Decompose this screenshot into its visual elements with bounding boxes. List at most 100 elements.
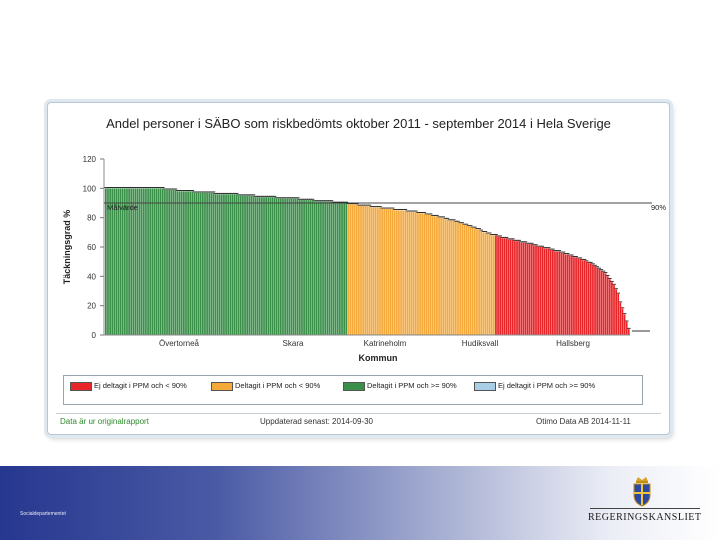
bar (265, 197, 267, 335)
bar (366, 205, 369, 335)
bar (511, 239, 514, 335)
bar (547, 248, 550, 335)
bar (362, 205, 364, 335)
bar (427, 214, 430, 335)
bar (305, 200, 308, 335)
x-tick-label: Hudiksvall (462, 339, 499, 348)
bar (370, 207, 373, 335)
bar (385, 208, 388, 335)
bar (433, 216, 436, 335)
bar (455, 222, 457, 335)
bar (311, 200, 314, 335)
bar (537, 247, 539, 335)
bar (450, 220, 453, 335)
bar (214, 194, 217, 335)
bar (625, 321, 628, 335)
bar (501, 238, 504, 335)
bar (423, 213, 426, 335)
bar (448, 220, 451, 335)
bar (524, 242, 527, 335)
bar (216, 194, 219, 335)
bar (414, 211, 417, 335)
bar (539, 247, 542, 335)
bar (288, 198, 291, 335)
bar (444, 219, 447, 335)
bar (336, 203, 339, 335)
bar (225, 194, 227, 335)
bar (151, 188, 154, 335)
bar (368, 205, 371, 335)
bar (465, 225, 468, 335)
bar (471, 227, 474, 335)
bar (201, 192, 204, 335)
bar (317, 201, 320, 335)
bar (421, 213, 424, 335)
bar (583, 260, 586, 335)
bar (372, 207, 375, 335)
bar (383, 208, 386, 335)
y-axis-label: Täckningsgrad % (62, 210, 72, 285)
bar (117, 188, 120, 335)
bar (172, 189, 175, 335)
bar (566, 254, 569, 335)
bar (393, 210, 396, 335)
legend-label-orange: Deltagit i PPM och < 90% (235, 381, 321, 390)
bar (391, 208, 394, 335)
bar (505, 238, 508, 335)
bar (457, 222, 459, 335)
bar (191, 191, 194, 335)
bar (286, 198, 289, 335)
bar (376, 207, 379, 335)
bar (600, 270, 603, 335)
bar (353, 204, 356, 335)
bar (170, 189, 173, 335)
x-tick-label: Hallsberg (556, 339, 590, 348)
bar (478, 229, 480, 335)
source-link[interactable]: Data är ur originalrapport (60, 417, 149, 426)
bar (533, 245, 535, 335)
bar (315, 201, 318, 335)
bar (484, 232, 487, 335)
bar (109, 188, 111, 335)
bar (261, 197, 263, 335)
bar (495, 235, 497, 335)
bar (412, 211, 415, 335)
chart-title: Andel personer i SÄBO som riskbedömts ok… (106, 116, 611, 131)
bar (560, 252, 563, 335)
bar (562, 252, 565, 335)
bar (145, 188, 147, 335)
bar (294, 198, 297, 335)
bar (280, 198, 282, 335)
bar (611, 282, 613, 335)
bar (248, 195, 251, 335)
bar (271, 197, 274, 335)
bar (277, 198, 280, 335)
bar (598, 269, 601, 335)
y-tick-label: 100 (83, 184, 97, 193)
bar (351, 204, 354, 335)
bar (431, 216, 434, 335)
legend-swatch-red (70, 382, 92, 391)
bar (592, 264, 594, 335)
legend-label-blue: Ej deltagit i PPM och >= 90% (498, 381, 596, 390)
bar (343, 203, 346, 335)
bar (461, 223, 464, 335)
bar (235, 194, 238, 335)
bar (463, 225, 466, 335)
bar (309, 200, 312, 335)
bar (244, 195, 246, 335)
bar (176, 191, 179, 335)
bar (492, 235, 495, 335)
bar (573, 257, 575, 335)
bar (551, 249, 554, 335)
bar (360, 205, 362, 335)
x-tick-label: Övertorneå (159, 339, 200, 348)
bar (301, 200, 303, 335)
bar (128, 188, 130, 335)
bar (254, 197, 257, 335)
bar (526, 244, 529, 335)
bar (282, 198, 284, 335)
bar (575, 257, 577, 335)
x-tick-label: Skara (283, 339, 304, 348)
bar (621, 308, 624, 335)
